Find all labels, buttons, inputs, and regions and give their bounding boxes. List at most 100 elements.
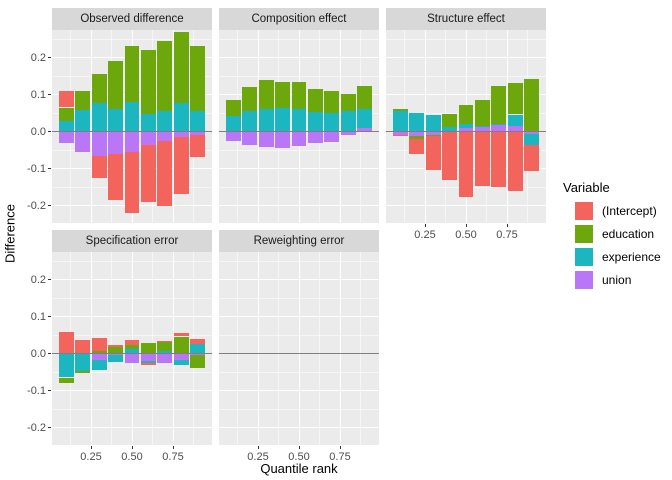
bar-segment-intercept	[475, 131, 490, 187]
bar-segment-experience	[124, 101, 140, 132]
x-tick-label: 0.50	[288, 451, 310, 463]
bar-segment-education	[75, 371, 91, 373]
bar-segment-experience	[491, 124, 507, 125]
bar-segment-experience	[324, 113, 340, 132]
bar-segment-experience	[75, 353, 91, 372]
bar-segment-education	[59, 377, 74, 383]
bar-segment-experience	[524, 133, 539, 146]
bar-segment-union	[275, 131, 290, 149]
y-tick-label: 0.1	[30, 88, 46, 101]
bar-segment-intercept	[458, 131, 474, 197]
legend-key-swatch	[575, 248, 593, 266]
gridline	[424, 30, 426, 223]
bar-segment-education	[59, 107, 74, 121]
bar-segment-education	[242, 87, 258, 112]
y-tick-label: 0.0	[30, 347, 46, 360]
bar-segment-intercept	[173, 332, 189, 337]
bar-segment-education	[324, 90, 340, 113]
bar-segment-experience	[173, 102, 189, 132]
bar-segment-experience	[393, 111, 408, 132]
zero-reference-line	[52, 130, 212, 133]
gridline	[339, 30, 341, 223]
bar-segment-education	[409, 135, 425, 139]
y-tick-label: -0.1	[27, 162, 46, 175]
y-tick-mark	[48, 316, 51, 317]
bar-segment-union	[108, 131, 123, 154]
bar-segment-experience	[458, 123, 474, 129]
bar-segment-experience	[173, 359, 189, 365]
legend-entry: union	[563, 271, 671, 289]
bar-segment-union	[190, 353, 205, 356]
bar-segment-union	[91, 131, 107, 156]
bar-segment-education	[393, 109, 408, 112]
y-tick-label: -0.2	[27, 199, 46, 212]
bar-segment-experience	[442, 127, 457, 132]
bar-segment-intercept	[491, 131, 507, 187]
gridline	[90, 30, 92, 223]
bar-segment-intercept	[409, 138, 425, 154]
bar-segment-union	[324, 131, 340, 142]
bar-segment-education	[258, 79, 274, 109]
legend-entry: (Intercept)	[563, 202, 671, 220]
zero-reference-line	[219, 130, 379, 133]
facet-strip: Observed difference	[52, 8, 212, 30]
bar-segment-experience	[258, 108, 274, 132]
zero-reference-line	[219, 352, 379, 355]
bar-segment-experience	[91, 359, 107, 370]
bar-segment-experience	[357, 108, 372, 128]
y-tick-mark	[48, 427, 51, 428]
bar-segment-union	[258, 131, 274, 147]
x-tick-label: 0.50	[121, 451, 143, 463]
bar-segment-experience	[91, 102, 107, 132]
bar-segment-union	[524, 131, 539, 134]
bar-segment-union	[124, 131, 140, 152]
bar-segment-intercept	[190, 339, 205, 345]
y-tick-label: 0.1	[30, 310, 46, 323]
bar-segment-union	[357, 127, 372, 132]
x-tick-mark	[506, 224, 508, 227]
bar-segment-union	[75, 131, 91, 152]
bar-segment-education	[291, 81, 307, 109]
bar-segment-education	[157, 342, 173, 351]
bar-segment-education	[190, 46, 205, 112]
bar-segment-experience	[141, 361, 156, 364]
bar-segment-union	[425, 131, 441, 135]
legend-entry-label: education	[602, 227, 655, 241]
facet-strip: Composition effect	[219, 8, 379, 30]
bar-segment-experience	[409, 113, 425, 132]
bar-segment-union	[173, 353, 189, 360]
bar-segment-union	[393, 131, 408, 135]
legend-entry: education	[563, 225, 671, 243]
bar-segment-union	[141, 353, 156, 362]
x-tick-mark	[90, 446, 92, 449]
bar-segment-education	[124, 345, 140, 349]
bar-segment-education	[190, 355, 205, 369]
bar-segment-union	[507, 126, 523, 132]
bar-segment-union	[91, 353, 107, 360]
bar-segment-intercept	[75, 339, 91, 354]
bar-segment-experience	[226, 116, 241, 132]
bar-segment-union	[59, 131, 74, 143]
y-tick-mark	[48, 94, 51, 95]
bar-segment-education	[357, 86, 372, 109]
gridline	[298, 252, 300, 445]
bar-segment-education	[141, 50, 156, 115]
y-tick-label: -0.1	[27, 384, 46, 397]
x-tick-mark	[465, 224, 467, 227]
bar-segment-experience	[190, 111, 205, 132]
gridline	[237, 252, 238, 445]
legend: Variable (Intercept) education experience u…	[563, 180, 671, 294]
facet-panel	[219, 252, 379, 445]
gridline	[90, 252, 92, 445]
gridline	[506, 30, 508, 223]
bar-segment-education	[141, 343, 156, 354]
y-tick-label: 0.0	[30, 125, 46, 138]
bar-segment-experience	[108, 109, 123, 132]
bar-segment-education	[275, 81, 290, 109]
x-axis-title: Quantile rank	[260, 461, 338, 476]
bar-segment-union	[226, 131, 241, 141]
legend-key-swatch	[575, 225, 593, 243]
x-tick-mark	[131, 446, 133, 449]
gridline	[172, 252, 174, 445]
bar-segment-union	[173, 131, 189, 137]
